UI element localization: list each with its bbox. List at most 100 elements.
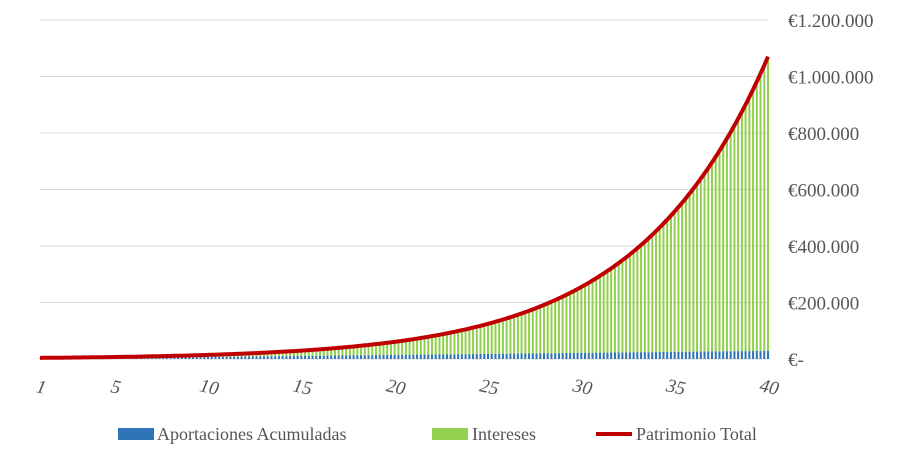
bar-intereses (468, 328, 471, 355)
bar-intereses (643, 241, 646, 353)
bar-aportaciones (565, 353, 568, 359)
bar-aportaciones (378, 355, 381, 359)
x-tick-label: 10 (198, 375, 221, 400)
bar-intereses (318, 349, 322, 356)
bar-intereses (330, 348, 333, 356)
bar-intereses (285, 351, 288, 357)
bar-intereses (625, 257, 628, 353)
bar-intereses (613, 265, 616, 353)
bar-intereses (401, 340, 404, 355)
bar-aportaciones (363, 355, 366, 359)
bar-intereses (636, 248, 639, 353)
bar-intereses (640, 244, 643, 353)
bar-aportaciones (591, 352, 594, 359)
bar-intereses (490, 322, 493, 354)
bar-intereses (352, 346, 355, 356)
bar-aportaciones (244, 356, 247, 359)
y-tick-label: €- (788, 350, 804, 371)
bar-intereses (580, 286, 583, 353)
bar-aportaciones (475, 354, 478, 359)
bar-intereses (472, 327, 475, 355)
bar-intereses (763, 65, 766, 351)
bar-intereses (531, 309, 534, 354)
bar-aportaciones (636, 352, 639, 359)
bar-aportaciones (296, 355, 299, 359)
bar-intereses (389, 342, 392, 355)
bar-aportaciones (516, 353, 519, 359)
bar-intereses (371, 344, 374, 356)
bar-aportaciones (434, 354, 437, 359)
bar-intereses (434, 335, 437, 355)
bar-aportaciones (595, 352, 598, 359)
bar-aportaciones (651, 352, 654, 359)
bar-intereses (598, 275, 602, 353)
bar-aportaciones (584, 352, 587, 359)
y-tick-label: €600.000 (788, 181, 859, 202)
bar-aportaciones (356, 355, 359, 359)
bar-intereses (360, 345, 363, 356)
bar-aportaciones (210, 356, 213, 359)
bar-aportaciones (528, 353, 531, 359)
bar-intereses (513, 316, 516, 354)
bar-aportaciones (628, 352, 631, 359)
bar-intereses (423, 337, 426, 355)
bar-aportaciones (169, 357, 172, 359)
bar-intereses (486, 323, 490, 354)
bar-intereses (281, 351, 284, 357)
bar-aportaciones (632, 352, 635, 359)
bar-aportaciones (345, 355, 348, 359)
bar-aportaciones (729, 351, 732, 359)
bar-intereses (337, 347, 340, 356)
bar-aportaciones (240, 356, 243, 359)
bar-intereses (326, 348, 329, 356)
bar-intereses (509, 317, 512, 354)
bar-aportaciones (416, 354, 419, 359)
bar-intereses (464, 329, 467, 355)
bar-aportaciones (550, 353, 553, 359)
bar-intereses (393, 341, 396, 355)
bar-intereses (539, 306, 542, 354)
bar-aportaciones (199, 357, 202, 359)
bar-intereses (460, 330, 463, 355)
bar-aportaciones (602, 352, 605, 359)
bar-intereses (688, 193, 691, 352)
bar-intereses (427, 336, 430, 355)
bar-intereses (710, 162, 714, 352)
bar-aportaciones (281, 356, 284, 359)
bar-intereses (707, 167, 710, 352)
bar-aportaciones (449, 354, 452, 359)
bar-aportaciones (371, 355, 374, 359)
bar-intereses (520, 313, 523, 354)
bar-aportaciones (501, 353, 504, 359)
bar-aportaciones (274, 356, 277, 359)
x-tick-label: 20 (384, 375, 407, 400)
bar-aportaciones (606, 352, 609, 359)
bar-aportaciones (509, 353, 512, 359)
bar-aportaciones (341, 355, 344, 359)
bar-aportaciones (755, 350, 758, 359)
bar-aportaciones (165, 357, 168, 359)
bar-intereses (669, 215, 672, 352)
bar-intereses (714, 156, 717, 352)
bar-aportaciones (206, 356, 210, 359)
bar-aportaciones (266, 356, 269, 359)
bar-aportaciones (714, 351, 717, 359)
y-tick-label: €400.000 (788, 237, 859, 258)
bar-intereses (322, 349, 325, 356)
bar-intereses (307, 350, 310, 356)
bar-aportaciones (737, 351, 740, 359)
bar-intereses (666, 219, 669, 352)
bar-aportaciones (539, 353, 542, 359)
x-tick-label: 30 (570, 375, 594, 400)
bar-intereses (345, 347, 348, 356)
bar-aportaciones (576, 352, 579, 359)
bar-intereses (610, 268, 613, 353)
bar-intereses (386, 342, 389, 356)
bar-intereses (591, 280, 594, 353)
bar-aportaciones (472, 354, 475, 359)
legend-label-patrimonio: Patrimonio Total (636, 424, 757, 444)
bar-intereses (300, 350, 303, 356)
x-tick-label: 15 (291, 375, 314, 399)
bar-aportaciones (225, 356, 228, 359)
bar-intereses (408, 339, 411, 355)
